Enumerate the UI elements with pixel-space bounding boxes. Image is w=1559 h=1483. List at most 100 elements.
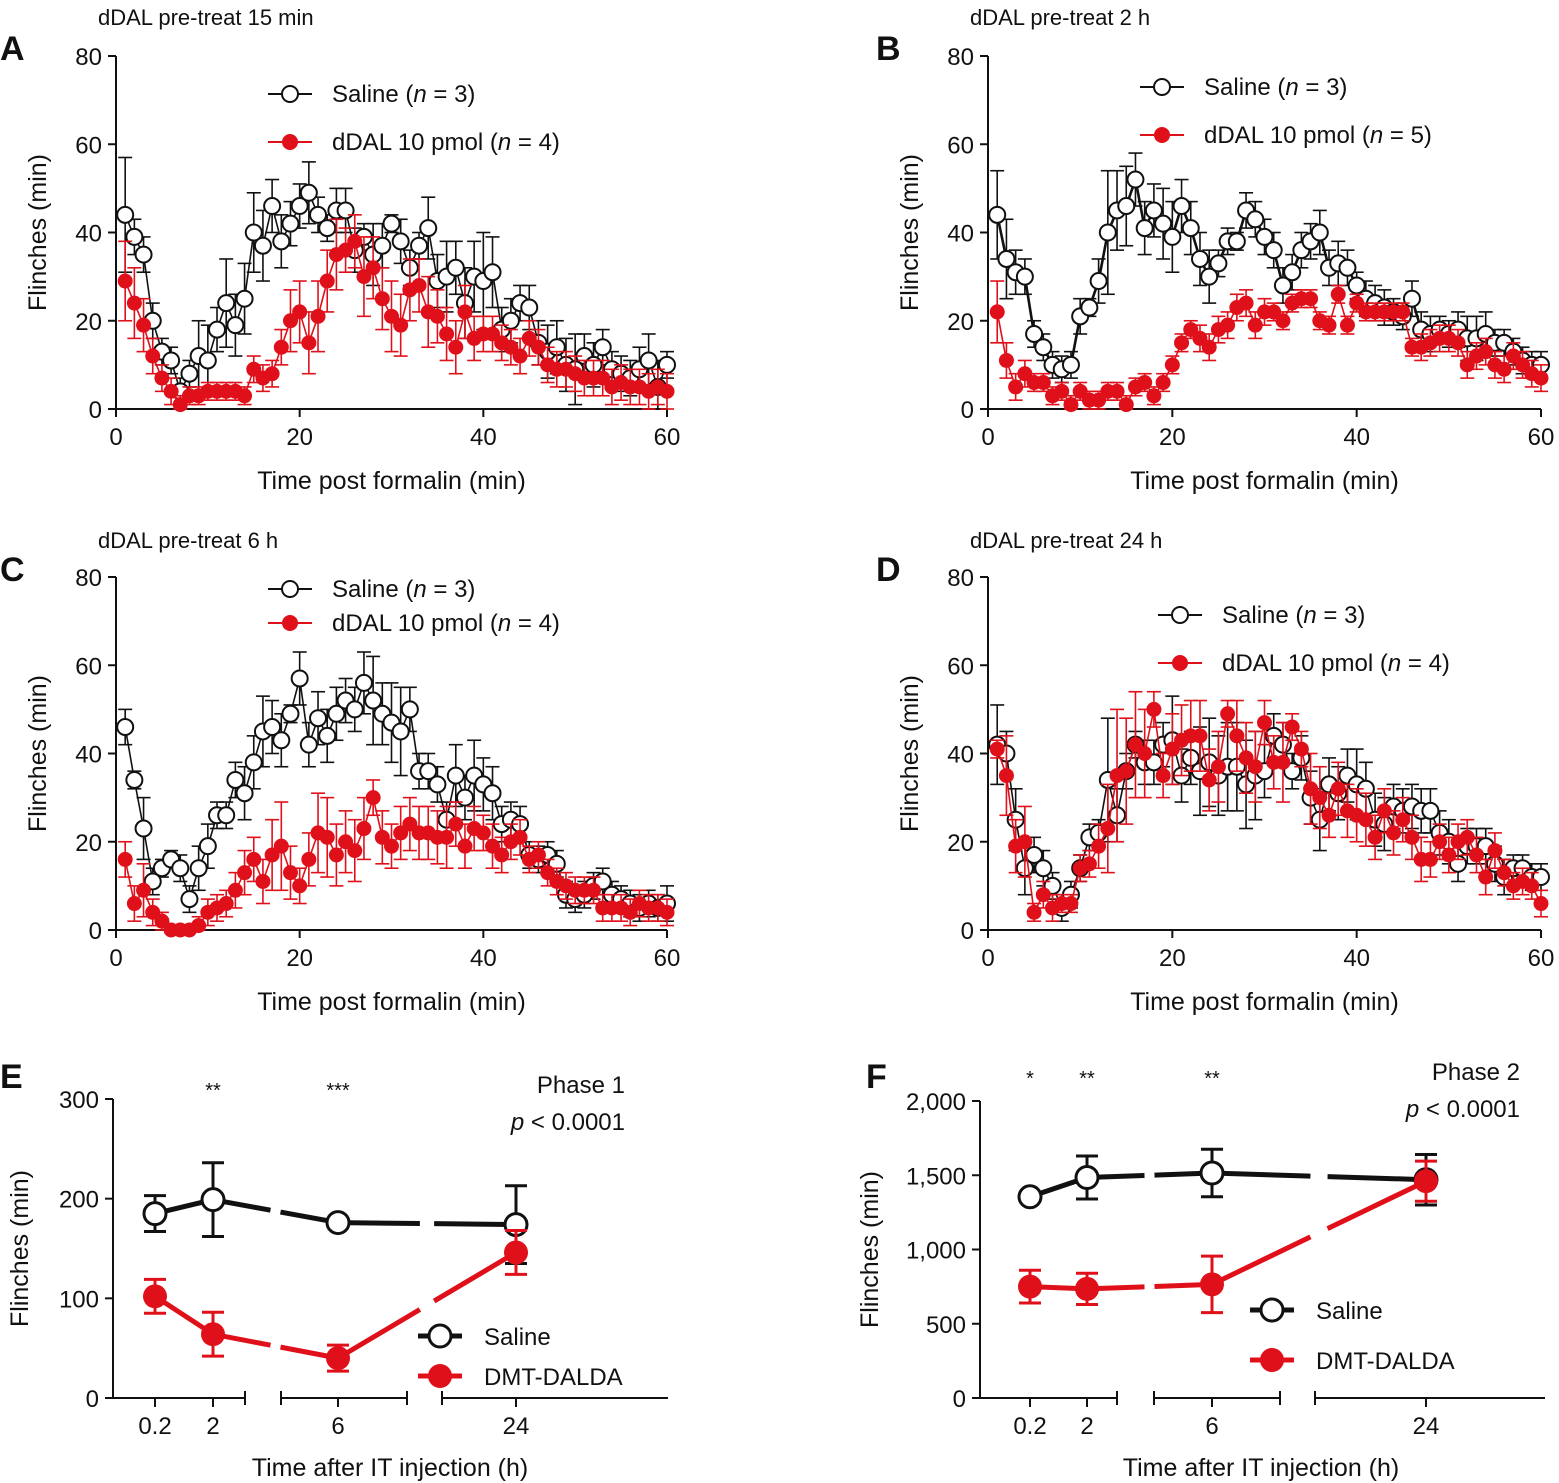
y-tick-label: 80 [947, 565, 974, 592]
panel-E: E 0 100 200 300 0.2 2 ** 6 *** 24 Time after IT inj… [0, 1058, 668, 1482]
series-saline [1017, 1147, 1439, 1210]
legend-marker [1153, 78, 1171, 96]
data-point [290, 669, 309, 688]
data-point [1338, 258, 1357, 277]
data-point [1496, 361, 1512, 377]
data-point [319, 273, 335, 289]
data-point [1330, 286, 1346, 302]
data-point [1321, 317, 1337, 333]
legend-label-part: = 3) [1299, 74, 1348, 101]
data-point [1238, 295, 1254, 311]
data-point [658, 355, 676, 374]
legend-label-part: dDAL 10 pmol ( [1204, 122, 1370, 149]
data-point [428, 775, 447, 794]
series-treatment [117, 779, 675, 938]
data-point [1321, 807, 1337, 823]
panel-letter: C [0, 551, 25, 589]
y-axis-title: Flinches (min) [24, 154, 52, 311]
series-treatment [143, 1229, 528, 1373]
legend-label-part: dDAL 10 pmol ( [1222, 650, 1388, 677]
y-axis-title: Flinches (min) [24, 675, 52, 832]
data-point [1283, 263, 1302, 282]
data-point [439, 829, 455, 845]
legend-label-part: = 3) [427, 81, 476, 108]
data-point [356, 821, 372, 837]
data-point [318, 726, 337, 745]
data-point [162, 351, 181, 370]
data-point [1063, 397, 1079, 413]
data-point [264, 366, 280, 382]
legend-label-italic: n [498, 610, 511, 637]
data-point [1441, 847, 1457, 863]
data-point [1063, 896, 1079, 912]
data-point [235, 784, 254, 803]
data-point [1199, 1160, 1225, 1186]
data-point [1163, 227, 1182, 246]
y-tick-label: 200 [59, 1187, 99, 1214]
x-axis-title: Time after IT injection (h) [252, 1454, 528, 1482]
data-point [1026, 904, 1042, 920]
data-point [1200, 267, 1219, 286]
data-point [1209, 254, 1228, 273]
legend-item-treatment: dDAL 10 pmol (n = 4) [268, 610, 560, 637]
legend-label-italic: n [413, 576, 426, 603]
data-point [244, 753, 263, 772]
data-point [1220, 317, 1236, 333]
significance-marker: ** [205, 1080, 221, 1102]
data-point [1330, 781, 1346, 797]
legend-label-part: Saline ( [1222, 602, 1303, 629]
data-point [988, 205, 1007, 224]
data-point [1246, 210, 1265, 229]
y-tick-label: 0 [86, 1386, 99, 1413]
data-point [1275, 313, 1291, 329]
legend-label-part: = 4) [511, 129, 560, 156]
data-point [134, 819, 153, 838]
legend-label-part: Saline ( [332, 81, 413, 108]
data-point [319, 829, 335, 845]
data-point [429, 308, 445, 324]
series-line [432, 1250, 518, 1304]
data-point [504, 1240, 528, 1265]
y-tick-label: 20 [75, 830, 102, 857]
legend-label-part: = 4) [1401, 650, 1450, 677]
data-point [1459, 829, 1475, 845]
data-point [180, 890, 199, 909]
series-saline [116, 651, 676, 922]
series-line [124, 678, 668, 909]
data-point [1200, 1272, 1224, 1297]
data-point [1190, 249, 1209, 268]
y-axis-title: Flinches (min) [896, 675, 924, 832]
data-point [457, 838, 473, 854]
data-point [659, 904, 675, 920]
data-point [365, 260, 381, 276]
legend-label: Saline (n = 3) [1204, 74, 1347, 101]
legend-marker [428, 1364, 452, 1388]
data-point [299, 735, 318, 754]
y-tick-label: 0 [89, 397, 102, 424]
data-point [1181, 219, 1200, 238]
x-tick-label: 40 [470, 424, 497, 451]
legend-item-treatment: dDAL 10 pmol (n = 4) [1158, 650, 1450, 677]
data-point [217, 806, 236, 825]
legend-label-italic: n [1285, 74, 1298, 101]
data-point [1098, 223, 1117, 242]
data-point [1275, 754, 1291, 770]
data-point [328, 847, 344, 863]
panel-letter: B [876, 30, 901, 68]
x-tick-label: 6 [331, 1413, 344, 1440]
data-point [189, 859, 208, 878]
panel-title: dDAL pre-treat 24 h [970, 528, 1162, 553]
y-tick-label: 300 [59, 1087, 99, 1114]
legend-label-italic: n [498, 129, 511, 156]
legend-item-saline: Saline [1250, 1297, 1383, 1325]
data-point [1201, 772, 1217, 788]
data-point [263, 718, 282, 737]
data-point [1524, 878, 1540, 894]
data-point [1154, 214, 1173, 233]
data-point [1395, 304, 1411, 320]
y-tick-label: 100 [59, 1286, 99, 1313]
data-point [191, 918, 207, 934]
data-point [998, 352, 1014, 368]
